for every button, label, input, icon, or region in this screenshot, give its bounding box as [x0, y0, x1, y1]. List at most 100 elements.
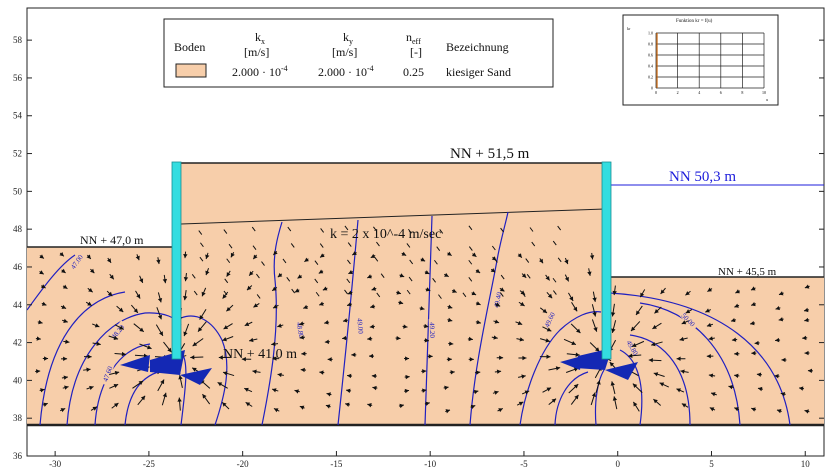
flow-arrow-head: [271, 341, 276, 347]
flow-arrow-head: [680, 369, 685, 374]
flow-arrow-head: [708, 373, 714, 378]
inset-y-tick: 0: [651, 86, 653, 91]
flow-arrow-head: [519, 337, 524, 342]
flow-arrow-head: [322, 286, 328, 291]
flow-arrow: [500, 227, 504, 233]
flow-arrow-head: [405, 356, 410, 361]
flow-arrow-head: [241, 356, 246, 362]
flow-arrow-head: [140, 395, 146, 401]
flow-arrow-head: [38, 319, 43, 325]
flow-arrow-head: [205, 270, 210, 276]
flow-arrow-head: [640, 292, 645, 298]
flow-arrow-head: [244, 321, 250, 326]
flow-arrow-head: [596, 380, 601, 385]
flow-arrow-head: [445, 409, 451, 414]
flow-arrow-head: [230, 252, 235, 258]
flow-arrow-head: [660, 289, 665, 294]
x-tick-label: -15: [330, 459, 342, 469]
flow-arrow-head: [369, 353, 374, 359]
inset-y-tick: 0.8: [648, 42, 653, 47]
flow-arrow-head: [611, 328, 616, 333]
flow-arrow-head: [88, 287, 93, 293]
flow-arrow-head: [676, 356, 681, 361]
flow-arrow-head: [371, 286, 377, 291]
flow-arrow: [223, 229, 228, 234]
flow-arrow-head: [345, 402, 350, 407]
flow-arrow-head: [190, 355, 195, 360]
flow-arrow-head: [87, 301, 92, 306]
flow-arrow-head: [685, 309, 691, 314]
flow-arrow-head: [183, 331, 188, 337]
flow-arrow: [493, 258, 498, 263]
flow-arrow-head: [517, 253, 522, 258]
flow-arrow: [314, 260, 319, 266]
flow-arrow-head: [133, 308, 138, 313]
flow-arrow: [344, 225, 349, 231]
flow-arrow-head: [113, 403, 119, 408]
flow-arrow-head: [564, 276, 569, 282]
x-axis: -30 -25 -20 -15 -10 -5 0 5 10: [49, 451, 810, 469]
flow-arrow-head: [90, 268, 95, 274]
flow-arrow-head: [802, 335, 807, 341]
flow-arrow: [491, 245, 496, 251]
flow-arrow-head: [61, 304, 67, 309]
sheet-pile-left: [171, 161, 182, 360]
flow-arrow-head: [612, 290, 617, 296]
flow-arrow-head: [327, 357, 332, 362]
flow-arrow-head: [775, 305, 780, 311]
contour-line: [639, 302, 741, 426]
flow-arrow-head: [709, 407, 715, 412]
flow-arrow-head: [799, 386, 804, 391]
flow-arrow-head: [41, 301, 47, 306]
flow-arrow-head: [420, 306, 425, 311]
flow-arrow: [406, 243, 411, 248]
flow-arrow-head: [347, 290, 353, 295]
flow-arrow-head: [205, 254, 210, 259]
flow-arrow-head: [651, 341, 656, 347]
right-ground-label: NN + 45,5 m: [718, 266, 777, 278]
legend-col-ky: ky: [343, 30, 353, 46]
flow-arrow: [406, 289, 411, 295]
flow-arrow: [314, 278, 319, 284]
flow-arrow: [552, 290, 557, 295]
flow-arrow: [261, 261, 265, 266]
flow-arrow: [286, 277, 291, 282]
flow-arrow-head: [404, 388, 410, 394]
flow-arrow-head: [106, 258, 112, 263]
flow-arrow-head: [520, 301, 525, 306]
flow-arrow-head: [113, 384, 119, 389]
flow-arrow-head: [633, 401, 638, 407]
flow-arrow: [287, 226, 292, 232]
flow-arrow-head: [652, 324, 657, 329]
legend-box: [163, 18, 554, 88]
flow-arrow: [409, 259, 414, 265]
flow-arrow-head: [425, 287, 431, 292]
flow-arrow-head: [325, 404, 331, 409]
flow-arrow: [434, 259, 438, 265]
flow-arrow-head: [447, 357, 452, 362]
flow-arrow-head: [493, 335, 498, 340]
flow-arrow-head: [156, 259, 161, 264]
flow-arrow-head: [299, 321, 304, 326]
flow-arrow-head: [775, 337, 780, 343]
flow-arrow-head: [490, 268, 496, 273]
flow-arrow: [290, 243, 295, 248]
flow-arrow: [224, 278, 229, 284]
flow-arrow-head: [272, 388, 277, 393]
flow-arrow-head: [499, 287, 505, 292]
sheet-pile-right: [601, 161, 612, 360]
flow-arrow-head: [706, 354, 711, 359]
flow-arrow-head: [294, 389, 299, 394]
flow-arrow-head: [65, 339, 70, 344]
flow-arrow-head: [347, 302, 352, 307]
flow-arrow-head: [595, 347, 600, 352]
flow-arrow-head: [610, 381, 615, 386]
legend-kx-value: 2.000 · 10-4: [232, 64, 288, 79]
flow-arrow-head: [776, 409, 782, 414]
flow-arrow-head: [547, 293, 553, 299]
y-tick-label: 54: [13, 111, 23, 121]
flow-arrow: [319, 243, 324, 248]
flow-arrow-head: [192, 367, 197, 372]
flow-arrow-head: [138, 380, 144, 385]
contour-label: 48.80: [295, 322, 306, 339]
